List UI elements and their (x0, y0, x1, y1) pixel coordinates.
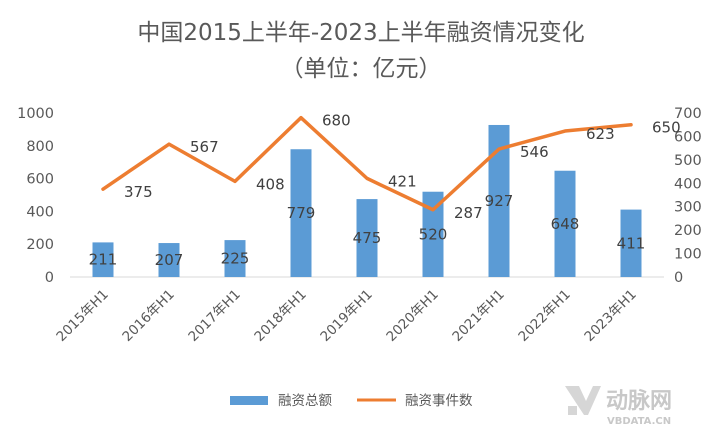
line-point (629, 123, 633, 127)
line-data-labels: 375 567 408 680 421 287 546 623 650 (124, 112, 681, 222)
bar (92, 242, 114, 277)
x-axis-tick-label: 2019年H1 (317, 287, 375, 345)
bar-data-labels: 211 207 225 779 475 520 927 648 411 (89, 192, 646, 269)
line-point (365, 176, 369, 180)
bar (290, 149, 312, 277)
watermark-text: 动脉网 (606, 389, 672, 414)
line-data-label: 567 (190, 138, 219, 156)
left-axis-tick-label: 600 (26, 172, 54, 188)
bar-data-label: 927 (485, 192, 514, 210)
bar (488, 124, 510, 277)
bar-series (92, 124, 642, 277)
bar-data-label: 475 (353, 229, 382, 247)
line-series (101, 115, 633, 212)
line-data-label: 546 (520, 143, 549, 161)
right-axis-tick-label: 400 (674, 176, 702, 192)
chart-subtitle: （单位：亿元） (281, 56, 442, 82)
x-axis-tick-label: 2020年H1 (383, 287, 441, 345)
x-axis-tick-label: 2017年H1 (185, 287, 243, 345)
right-axis-tick-label: 300 (674, 200, 702, 216)
left-axis-tick-label: 0 (45, 270, 54, 286)
line-data-label: 680 (322, 112, 351, 130)
line-data-label: 375 (124, 183, 153, 201)
bar (224, 240, 246, 277)
bar (620, 209, 642, 277)
right-axis-tick-label: 0 (674, 270, 683, 286)
chart-title: 中国2015上半年-2023上半年融资情况变化 (137, 20, 584, 46)
bar (554, 170, 576, 277)
legend-swatch-bar (230, 396, 268, 405)
legend: 融资总额 融资事件数 (230, 393, 473, 409)
line-point (233, 179, 237, 183)
left-axis-tick-label: 1000 (17, 106, 54, 122)
line-data-label: 623 (586, 125, 615, 143)
right-axis: 0 100 200 300 400 500 600 700 (674, 106, 702, 286)
bar (422, 191, 444, 277)
line-point (563, 129, 567, 133)
line-point (497, 147, 501, 151)
legend-label-line: 融资事件数 (405, 393, 473, 409)
x-axis-tick-label: 2018年H1 (251, 287, 309, 345)
bar-data-label: 648 (551, 215, 580, 233)
left-axis-tick-label: 800 (26, 139, 54, 155)
x-axis-tick-label: 2022年H1 (515, 287, 573, 345)
left-axis-tick-label: 200 (26, 237, 54, 253)
left-axis: 0 200 400 600 800 1000 (17, 106, 54, 286)
line-data-label: 421 (388, 172, 417, 190)
right-axis-tick-label: 200 (674, 223, 702, 239)
right-axis-tick-label: 100 (674, 247, 702, 263)
vb-logo-icon (565, 386, 601, 415)
x-axis-tick-label: 2023年H1 (581, 287, 639, 345)
line-point (167, 142, 171, 146)
bar (356, 199, 378, 277)
line-point (101, 187, 105, 191)
left-axis-tick-label: 400 (26, 204, 54, 220)
legend-label-bar: 融资总额 (278, 393, 332, 409)
series-line (101, 115, 633, 212)
right-axis-tick-label: 700 (674, 106, 702, 122)
line-data-label: 650 (652, 119, 681, 137)
x-axis-tick-label: 2016年H1 (119, 287, 177, 345)
bar (158, 243, 180, 277)
bar-data-label: 520 (419, 225, 448, 243)
bar-data-label: 207 (155, 251, 184, 269)
right-axis-tick-label: 600 (674, 129, 702, 145)
bar-data-label: 779 (287, 204, 316, 222)
bar-data-label: 211 (89, 251, 118, 269)
watermark: 动脉网 VBDATA.CN (565, 386, 672, 427)
watermark-subtext: VBDATA.CN (607, 416, 671, 427)
bar-data-label: 225 (221, 250, 250, 268)
x-axis-labels: 2015年H1 2016年H1 2017年H1 2018年H1 2019年H1 2020年… (53, 287, 639, 345)
right-axis-tick-label: 500 (674, 153, 702, 169)
bar-data-label: 411 (617, 234, 646, 252)
line-data-label: 287 (454, 204, 483, 222)
line-point (431, 208, 435, 212)
line-point (299, 116, 303, 120)
line-data-label: 408 (256, 175, 285, 193)
x-axis-tick-label: 2021年H1 (449, 287, 507, 345)
x-axis-tick-label: 2015年H1 (53, 287, 111, 345)
